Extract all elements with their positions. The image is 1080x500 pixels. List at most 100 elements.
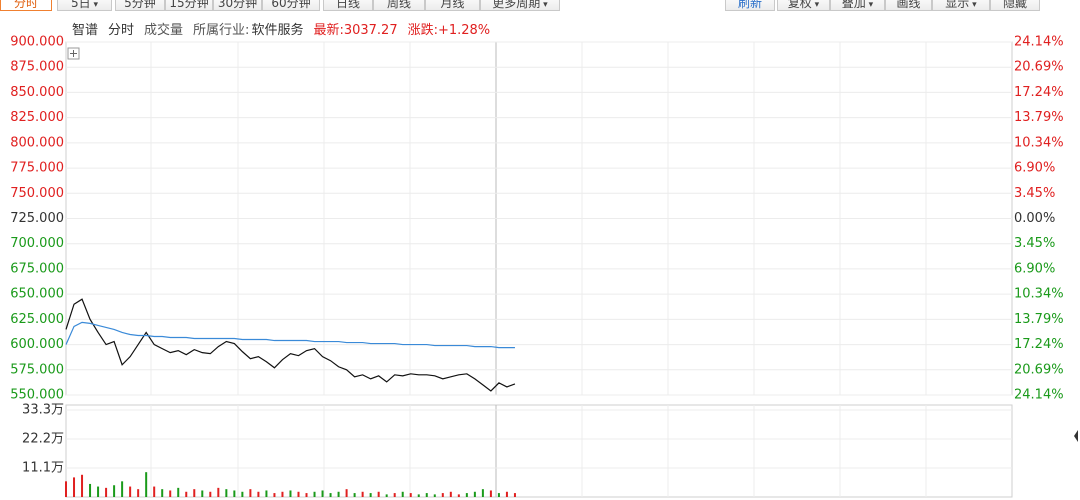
volume-bar (217, 487, 220, 497)
toolbar-button[interactable]: 30分钟 (213, 0, 262, 11)
volume-bar (457, 494, 460, 497)
y2-tick-label: 6.90% (1014, 161, 1055, 176)
volume-bar (257, 491, 260, 497)
volume-bar (105, 487, 108, 497)
volume-frame (65, 404, 1013, 498)
volume-bar (81, 474, 84, 497)
volume-bar (169, 490, 172, 497)
volume-bar (361, 491, 364, 497)
toolbar-button[interactable]: 60分钟 (262, 0, 320, 11)
latest: 最新:3037.27 (313, 23, 398, 38)
volume-bar (473, 491, 476, 497)
y2-tick-label: 24.14% (1014, 35, 1064, 50)
y2-tick-label: 17.24% (1014, 337, 1064, 352)
volume-bar (209, 491, 212, 497)
toolbar-button[interactable]: 更多周期 (480, 0, 560, 11)
y2-tick-label: 3.45% (1014, 236, 1055, 251)
toolbar-button[interactable]: 分时 (0, 0, 52, 11)
volume-bar (225, 489, 228, 497)
volume-bar (281, 491, 284, 497)
volume-label: 成交量 (144, 23, 184, 38)
y-tick-label: 550.000 (10, 388, 64, 403)
y-tick-label: 900.000 (10, 35, 64, 50)
volume-bar (65, 481, 67, 497)
volume-bar (265, 490, 268, 497)
y2-tick-label: 6.90% (1014, 261, 1055, 276)
volume-bar (345, 489, 348, 497)
volume-bar (73, 477, 76, 497)
volume-bar (185, 491, 188, 497)
volume-bar (145, 472, 148, 497)
volume-bar (273, 493, 276, 497)
y-tick-label: 875.000 (10, 60, 64, 75)
y2-tick-label: 24.14% (1014, 388, 1064, 403)
price-line (65, 298, 516, 392)
volume-bar (337, 491, 340, 497)
industry: 软件服务 (251, 23, 304, 38)
toolbar-button[interactable]: 隐藏 (990, 0, 1040, 11)
toolbar-button[interactable]: 刷新 (725, 0, 775, 11)
volume-bar (241, 491, 244, 497)
volume-bar (289, 490, 292, 497)
y2-tick-label: 17.24% (1014, 85, 1064, 100)
volume-bar (449, 491, 452, 497)
y2-tick-label: 20.69% (1014, 362, 1064, 377)
y-tick-label: 575.000 (10, 362, 64, 377)
volume-bar (329, 493, 332, 497)
industry-label: 所属行业: (193, 23, 250, 38)
y-tick-label: 11.1万 (22, 461, 64, 476)
volume-bar (161, 489, 164, 497)
volume-bar (121, 481, 124, 497)
volume-bar (377, 491, 380, 497)
y-tick-label: 725.000 (10, 211, 64, 226)
change: 涨跌:+1.28% (407, 23, 491, 38)
volume-bar (401, 491, 404, 497)
volume-bar (505, 491, 508, 497)
y2-tick-label: 20.69% (1014, 60, 1064, 75)
volume-bar (153, 486, 156, 497)
volume-bar (193, 489, 196, 497)
volume-bar (417, 494, 420, 497)
volume-bar (129, 486, 132, 497)
y-tick-label: 33.3万 (22, 403, 64, 418)
y-tick-label: 800.000 (10, 135, 64, 150)
toolbar-button[interactable]: 叠加 (830, 0, 885, 11)
y2-tick-label: 13.79% (1014, 110, 1064, 125)
y-tick-label: 750.000 (10, 186, 64, 201)
y-tick-label: 700.000 (10, 236, 64, 251)
volume-bar (201, 490, 204, 497)
volume-bar (433, 494, 436, 497)
volume-bar (177, 487, 180, 497)
stock-name: 智谱 (72, 23, 99, 38)
y-tick-label: 825.000 (10, 110, 64, 125)
side-handle[interactable] (1074, 430, 1078, 442)
y-tick-label: 22.2万 (22, 432, 64, 447)
volume-bar (393, 493, 396, 497)
volume-bar (233, 490, 236, 497)
toolbar-button[interactable]: 周线 (373, 0, 425, 11)
volume-bar (305, 493, 308, 497)
price-line (65, 321, 515, 349)
toolbar-button[interactable]: 15分钟 (165, 0, 213, 11)
volume-bar (497, 493, 500, 497)
volume-bar (313, 491, 316, 497)
volume-bar (489, 490, 492, 497)
toolbar-button[interactable]: 5分钟 (115, 0, 165, 11)
volume-bar (369, 493, 372, 497)
toolbar-button[interactable]: 日线 (323, 0, 373, 11)
volume-bar (353, 493, 356, 497)
volume-bar (137, 489, 140, 497)
volume-bar (113, 485, 116, 497)
y-tick-label: 775.000 (10, 161, 64, 176)
volume-bar (441, 493, 444, 497)
toolbar-button[interactable]: 显示 (932, 0, 990, 11)
y2-tick-label: 0.00% (1014, 211, 1055, 226)
crosshair-icon-plus (70, 50, 77, 57)
y-tick-label: 850.000 (10, 85, 64, 100)
toolbar-button[interactable]: 5日 (57, 0, 112, 11)
info-bar: 智谱 分时 成交量 所属行业: 软件服务 最新:3037.27 涨跌:+1.28% (72, 19, 500, 38)
volume-bar (297, 491, 300, 497)
y2-tick-label: 3.45% (1014, 186, 1055, 201)
